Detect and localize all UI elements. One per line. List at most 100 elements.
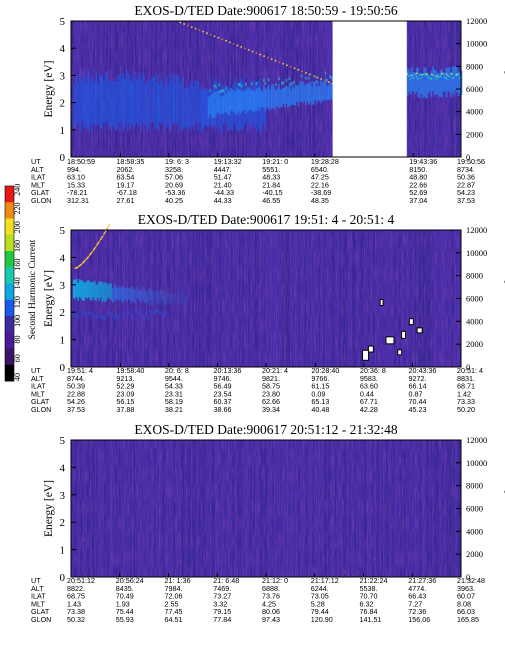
temperature-tick-label: 4000 bbox=[466, 526, 483, 536]
ephemeris-row-label: UT bbox=[31, 366, 41, 375]
ephemeris-value: 9766. bbox=[311, 374, 329, 383]
ephemeris-row-label: MLT bbox=[31, 389, 45, 398]
ephemeris-value: 0.87 bbox=[408, 389, 422, 398]
ephemeris-value: 6244. bbox=[311, 584, 329, 593]
temperature-tick-label: 8000 bbox=[466, 61, 483, 71]
temperature-axis: 020004000600080001000012000Temperature [… bbox=[456, 225, 505, 372]
panel-1: EXOS-D/TED Date:900617 18:50:59 - 19:50:… bbox=[31, 3, 505, 205]
temperature-tick-label: 0 bbox=[466, 362, 470, 372]
ephemeris-value: 19:43:36 bbox=[409, 157, 437, 166]
saturation-spots bbox=[362, 298, 423, 361]
ephemeris-value: 7469. bbox=[213, 584, 231, 593]
ephemeris-value: 20:36: 8 bbox=[360, 366, 386, 375]
colorbar-swatch bbox=[5, 186, 14, 203]
ephemeris-value: 76.84 bbox=[360, 607, 378, 616]
energy-tick-label: 5 bbox=[60, 435, 66, 447]
panel-title: EXOS-D/TED Date:900617 18:50:59 - 19:50:… bbox=[134, 3, 397, 18]
ephemeris-value: 20:51: 4 bbox=[457, 366, 483, 375]
ephemeris-value: 77.84 bbox=[213, 615, 231, 624]
energy-axis: 0 1 2 3 4 5 Energy [eV] bbox=[43, 225, 76, 374]
ephemeris-value: 9746. bbox=[213, 374, 231, 383]
ephemeris-value: 19.17 bbox=[116, 180, 134, 189]
ephemeris-value: 54.23 bbox=[457, 188, 475, 197]
ephemeris-value: -53.36 bbox=[165, 188, 185, 197]
ephemeris-value: 52.69 bbox=[409, 188, 427, 197]
ephemeris-value: 75.44 bbox=[116, 607, 134, 616]
ephemeris-row-label: GLAT bbox=[31, 188, 50, 197]
ephemeris-value: 63.10 bbox=[67, 173, 85, 182]
ephemeris-value: 42.28 bbox=[360, 405, 378, 414]
colorbar-swatch bbox=[5, 364, 14, 382]
ephemeris-value: 57.06 bbox=[165, 173, 183, 182]
colorbar-swatch bbox=[5, 348, 14, 366]
ephemeris-value: 21:12: 0 bbox=[262, 576, 288, 585]
colorbar-frame bbox=[4, 185, 15, 382]
ephemeris-value: 37.53 bbox=[67, 405, 85, 414]
ephemeris-value: 19:58:40 bbox=[116, 366, 144, 375]
ephemeris-value: 21:22:24 bbox=[360, 576, 388, 585]
ephemeris-value: 19:21: 0 bbox=[262, 157, 288, 166]
ephemeris-value: 63.54 bbox=[116, 173, 134, 182]
ephemeris-row-label: GLON bbox=[31, 615, 51, 624]
ephemeris-value: 56.15 bbox=[116, 397, 134, 406]
ephemeris-value: 2062. bbox=[116, 165, 134, 174]
ephemeris-row-label: GLAT bbox=[31, 397, 50, 406]
ephemeris-value: 1.43 bbox=[67, 599, 81, 608]
ephemeris-value: 38.21 bbox=[165, 405, 183, 414]
temperature-tick-label: 8000 bbox=[466, 271, 483, 281]
panel-title: EXOS-D/TED Date:900617 19:51: 4 - 20:51:… bbox=[138, 212, 395, 227]
ephemeris-value: 8822. bbox=[67, 584, 85, 593]
ephemeris-value: 8831. bbox=[457, 374, 475, 383]
noise-speckles bbox=[83, 442, 454, 574]
colorbar-swatch bbox=[5, 299, 14, 317]
energy-tick-label: 4 bbox=[60, 462, 66, 474]
ephemeris-value: 66.03 bbox=[457, 607, 475, 616]
colorbar-tick-label: 40 bbox=[13, 373, 22, 381]
temperature-tick-label: 12000 bbox=[466, 16, 487, 26]
energy-tick-label: 1 bbox=[60, 125, 66, 137]
energy-tick-label: 1 bbox=[60, 545, 66, 557]
ephemeris-value: 60.37 bbox=[213, 397, 231, 406]
ephemeris-value: 72.06 bbox=[165, 592, 183, 601]
ephemeris-value: 3963. bbox=[457, 584, 475, 593]
ephemeris-value: 22.88 bbox=[67, 389, 85, 398]
ephemeris-value: 73.38 bbox=[67, 607, 85, 616]
colorbar-swatch bbox=[5, 267, 14, 284]
ephemeris-value: 37.53 bbox=[457, 196, 475, 205]
temperature-tick-label: 6000 bbox=[466, 504, 483, 514]
ephemeris-value: 73.27 bbox=[213, 592, 231, 601]
temperature-axis: 020004000600080001000012000Temperature [… bbox=[456, 16, 505, 162]
ephemeris-value: 3.32 bbox=[213, 599, 227, 608]
energy-axis: 0 1 2 3 4 5 Energy [eV] bbox=[43, 435, 76, 584]
ephemeris-row-label: GLON bbox=[31, 405, 51, 414]
ephemeris-row-label: GLAT bbox=[31, 607, 50, 616]
ephemeris-value: 72.36 bbox=[408, 607, 426, 616]
ion-band bbox=[73, 278, 189, 321]
ephemeris-row-label: UT bbox=[31, 157, 41, 166]
ephemeris-value: 21: 6:48 bbox=[213, 576, 239, 585]
plot-grain bbox=[71, 230, 461, 367]
energy-tick-label: 5 bbox=[60, 225, 66, 237]
ephemeris-value: 156.06 bbox=[408, 615, 430, 624]
energy-tick-label: 2 bbox=[60, 307, 66, 319]
temperature-tick-label: 6000 bbox=[466, 84, 483, 94]
ephemeris-value: 9821. bbox=[262, 374, 280, 383]
ephemeris-value: 73.33 bbox=[457, 397, 475, 406]
ephemeris-value: 58.75 bbox=[262, 382, 280, 391]
ephemeris-row-label: ALT bbox=[31, 374, 44, 383]
colorbar-swatch bbox=[5, 218, 14, 236]
colorbar-swatch bbox=[5, 283, 14, 301]
ephemeris-value: 48.35 bbox=[311, 196, 329, 205]
ephemeris-value: 21.40 bbox=[214, 180, 232, 189]
ephemeris-value: 77.45 bbox=[165, 607, 183, 616]
ephemeris-value: 8.08 bbox=[457, 599, 471, 608]
ephemeris-value: 47.25 bbox=[311, 173, 329, 182]
ephemeris-value: 20:43:36 bbox=[408, 366, 436, 375]
ephemeris-value: 3258. bbox=[165, 165, 183, 174]
colorbar-tick-label: 60 bbox=[13, 354, 22, 362]
data-gap bbox=[332, 21, 407, 157]
ephemeris-value: 39.34 bbox=[262, 405, 280, 414]
ephemeris-value: 5538. bbox=[360, 584, 378, 593]
